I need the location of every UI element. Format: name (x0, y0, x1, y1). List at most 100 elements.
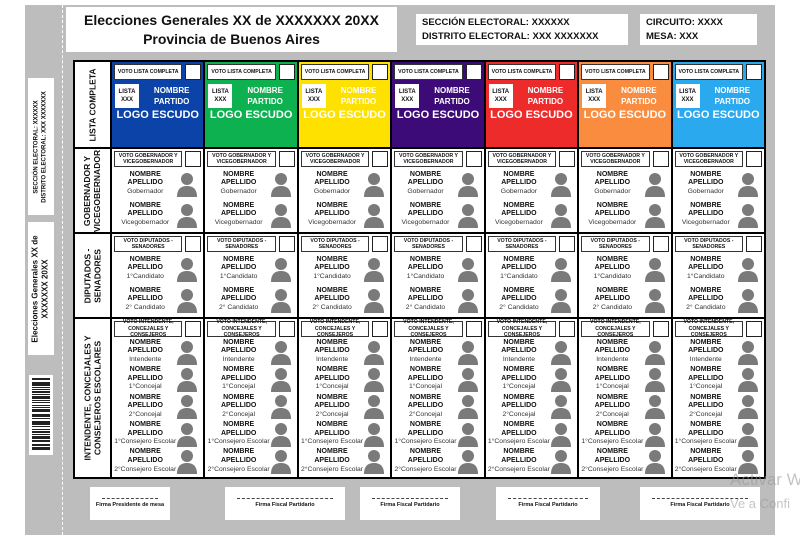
candidate-list: NOMBRE APELLIDO Intendente NOMBRE APELLIDO 1°… (205, 338, 296, 477)
lista-number: LISTA XXX (582, 84, 607, 108)
candidate-last-name: APELLIDO (220, 347, 257, 355)
person-silhouette-icon (176, 393, 198, 420)
candidate-first-name: NOMBRE (409, 170, 442, 178)
candidate-cell: VOTO DIPUTADOS - SENADORES NOMBRE APELLIDO… (579, 234, 671, 317)
vote-checkbox[interactable] (278, 151, 295, 167)
person-silhouette-icon (270, 171, 292, 197)
candidate-first-name: NOMBRE (690, 448, 722, 456)
party-cell: VOTO LISTA COMPLETA LISTA XXX NOMBRE PARTI… (392, 62, 484, 147)
person-silhouette-icon (270, 202, 292, 228)
candidate-info: NOMBRE APELLIDO Gobernador (301, 171, 363, 197)
vote-checkbox[interactable] (465, 321, 482, 337)
vote-label: VOTO DIPUTADOS - SENADORES (487, 236, 557, 252)
candidate-last-name: APELLIDO (127, 456, 163, 464)
candidate: NOMBRE APELLIDO Intendente (114, 339, 201, 365)
candidate-list: NOMBRE APELLIDO 1°Candidato NOMBRE APELLIDO 2… (392, 253, 483, 317)
row-label-text: INTENDENTE, CONCEJALES Y CONSEJEROS ESCOL… (83, 335, 103, 460)
row-label-intendente-line: CONSEJEROS ESCOLARES (92, 340, 103, 456)
vote-checkbox[interactable] (278, 64, 295, 80)
vote-checkbox[interactable] (746, 64, 762, 80)
vote-checkbox[interactable] (372, 236, 389, 252)
vote-checkbox[interactable] (465, 236, 482, 252)
candidate: NOMBRE APELLIDO 1°Concejal (675, 366, 762, 393)
candidate-info: NOMBRE APELLIDO 2°Concejal (301, 394, 363, 420)
candidate-info: NOMBRE APELLIDO 2°Consejero Escolar (207, 448, 270, 474)
candidate-first-name: NOMBRE (409, 448, 442, 456)
candidate-role: Gobernador (407, 187, 444, 195)
candidate-role: Gobernador (313, 187, 351, 195)
candidate-role: Vicegobernador (121, 218, 170, 226)
candidate-last-name: APELLIDO (127, 210, 163, 218)
vote-checkbox[interactable] (652, 151, 669, 167)
candidate-info: NOMBRE APELLIDO Gobernador (114, 171, 176, 197)
vote-checkbox[interactable] (372, 151, 389, 167)
vote-header: VOTO GOBERNADOR Y VICEGOBERNADOR (112, 149, 203, 168)
vote-checkbox[interactable] (746, 321, 762, 337)
candidate-last-name: APELLIDO (314, 295, 350, 303)
candidate-last-name: APELLIDO (688, 210, 724, 218)
vote-label: VOTO LISTA COMPLETA (394, 64, 463, 80)
vote-label: VOTO INTENDENTE, CONCEJALES Y CONSEJEROS (300, 319, 370, 338)
candidate-info: NOMBRE APELLIDO 1°Consejero Escolar (394, 421, 456, 447)
person-silhouette-icon (270, 421, 292, 447)
candidate-last-name: APELLIDO (688, 295, 724, 303)
vote-checkbox[interactable] (652, 321, 669, 337)
candidate-list: NOMBRE APELLIDO 1°Candidato NOMBRE APELLIDO 2… (112, 253, 203, 317)
candidate-info: NOMBRE APELLIDO 1°Consejero Escolar (301, 421, 363, 447)
candidate-info: NOMBRE APELLIDO 2°Consejero Escolar (581, 448, 643, 474)
vote-checkbox[interactable] (278, 321, 295, 337)
candidate-first-name: NOMBRE (316, 366, 348, 374)
vote-checkbox[interactable] (185, 151, 202, 167)
candidate: NOMBRE APELLIDO Intendente (488, 339, 575, 365)
candidate: NOMBRE APELLIDO Intendente (581, 339, 668, 365)
candidate-last-name: APELLIDO (220, 374, 257, 382)
party-name: NOMBRE PARTIDO (714, 86, 751, 106)
candidate-last-name: APELLIDO (594, 402, 631, 410)
candidate-role: 1°Concejal (222, 383, 256, 391)
vote-checkbox[interactable] (559, 64, 576, 80)
vote-checkbox[interactable] (465, 64, 482, 80)
candidate-cell: VOTO DIPUTADOS - SENADORES NOMBRE APELLIDO… (112, 234, 204, 317)
vote-checkbox[interactable] (559, 321, 576, 337)
party-logo: LOGO ESCUDO (303, 109, 386, 121)
vote-checkbox[interactable] (372, 321, 389, 337)
vote-checkbox[interactable] (652, 64, 669, 80)
vote-label: VOTO LISTA COMPLETA (674, 64, 743, 80)
vote-checkbox[interactable] (559, 151, 576, 167)
vote-checkbox[interactable] (185, 64, 202, 80)
candidate: NOMBRE APELLIDO 1°Consejero Escolar (301, 421, 388, 447)
candidate: NOMBRE APELLIDO Intendente (394, 339, 481, 365)
candidate-first-name: NOMBRE (503, 393, 535, 401)
party-logo: LOGO ESCUDO (209, 109, 293, 121)
ballot-grid: LISTA COMPLETA VOTO LISTA COMPLETA LISTA X… (73, 60, 766, 479)
vote-checkbox[interactable] (185, 321, 202, 337)
candidate-info: NOMBRE APELLIDO 2° Candidato (488, 287, 550, 313)
mesa-info: CIRCUITO: XXXX MESA: XXX (640, 14, 757, 45)
candidate-role: Gobernador (220, 187, 257, 195)
vote-checkbox[interactable] (278, 236, 295, 252)
candidate: NOMBRE APELLIDO Vicegobernador (207, 202, 294, 228)
candidate-last-name: APELLIDO (407, 456, 444, 464)
candidate-info: NOMBRE APELLIDO Intendente (675, 339, 737, 365)
vote-label: VOTO GOBERNADOR Y VICEGOBERNADOR (394, 151, 463, 167)
candidate-list: NOMBRE APELLIDO 1°Candidato NOMBRE APELLIDO 2… (205, 253, 296, 317)
vote-checkbox[interactable] (652, 236, 669, 252)
candidate-info: NOMBRE APELLIDO 1°Concejal (488, 366, 550, 392)
candidate-info: NOMBRE APELLIDO 2°Concejal (675, 394, 737, 420)
vote-checkbox[interactable] (185, 236, 202, 252)
candidate-role: Intendente (129, 355, 162, 363)
candidate-last-name: APELLIDO (688, 347, 724, 355)
party-block: LISTA XXX NOMBRE PARTIDO LOGO ESCUDO (486, 81, 577, 147)
candidate: NOMBRE APELLIDO 2°Concejal (581, 393, 668, 420)
candidate-role: 2°Concejal (595, 410, 629, 418)
lista-number: LISTA XXX (208, 84, 233, 108)
candidate-first-name: NOMBRE (129, 448, 161, 456)
candidate-role: Vicegobernador (681, 218, 730, 226)
candidate: NOMBRE APELLIDO 1°Consejero Escolar (207, 421, 294, 447)
vote-checkbox[interactable] (746, 151, 762, 167)
vote-checkbox[interactable] (465, 151, 482, 167)
vote-checkbox[interactable] (372, 64, 389, 80)
vote-checkbox[interactable] (559, 236, 576, 252)
candidate-first-name: NOMBRE (690, 255, 722, 263)
vote-checkbox[interactable] (746, 236, 762, 252)
